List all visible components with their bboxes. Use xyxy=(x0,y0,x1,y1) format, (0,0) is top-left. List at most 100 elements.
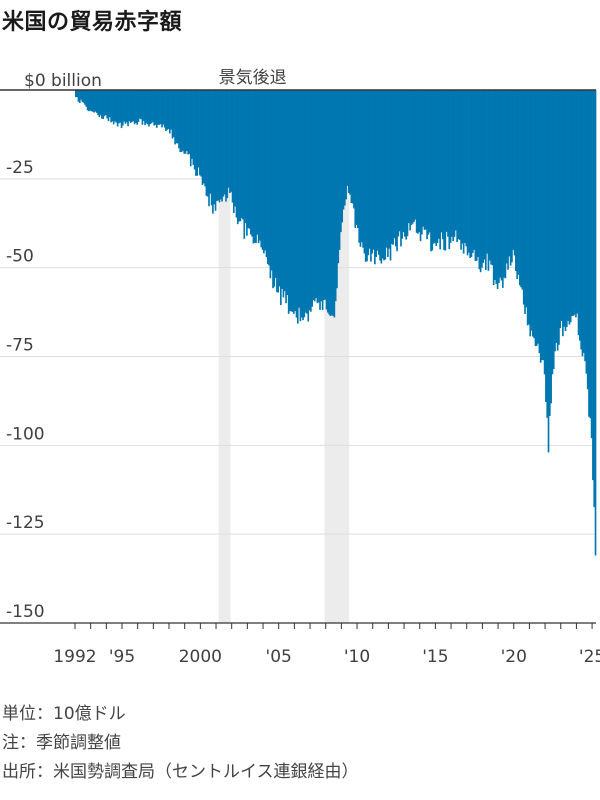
bar xyxy=(404,90,406,237)
bar xyxy=(541,90,543,361)
bar xyxy=(270,90,273,271)
bar xyxy=(336,90,338,289)
y-tick-label: -75 xyxy=(6,336,34,356)
bar xyxy=(95,90,98,113)
bar xyxy=(400,90,402,247)
bar xyxy=(481,90,483,268)
bar xyxy=(101,90,103,119)
bar xyxy=(478,90,481,270)
bar xyxy=(195,90,197,176)
bar xyxy=(401,90,404,239)
bar xyxy=(161,90,163,128)
bar xyxy=(394,90,397,247)
trade-deficit-chart: $0 billion -25 -50 -75 -100 -125 -150 1992 '95 20… xyxy=(0,68,600,667)
bar xyxy=(534,90,537,347)
bar xyxy=(150,90,153,124)
bar-series xyxy=(75,90,597,556)
footnotes: 単位：10億ドル 注：季節調整値 出所：米国勢調査局（セントルイス連銀経由） xyxy=(2,700,359,787)
bar xyxy=(308,90,311,311)
bar xyxy=(495,90,498,284)
bar xyxy=(563,90,566,327)
bar xyxy=(306,90,308,314)
bar xyxy=(581,90,584,357)
bar xyxy=(494,90,496,281)
bar xyxy=(498,90,500,284)
bar xyxy=(179,90,182,153)
bar xyxy=(221,90,223,202)
bar xyxy=(388,90,391,249)
bar xyxy=(291,90,294,312)
bar xyxy=(158,90,161,125)
bar xyxy=(209,90,212,194)
bar xyxy=(407,90,410,224)
y-tick-label: -100 xyxy=(6,424,45,444)
y-axis-unit-label: $0 billion xyxy=(24,71,102,91)
bar xyxy=(526,90,529,326)
bar xyxy=(189,90,192,167)
bar xyxy=(375,90,377,257)
bar xyxy=(528,90,530,325)
bar xyxy=(202,90,205,184)
bar xyxy=(505,90,508,264)
bar xyxy=(571,90,573,316)
bar xyxy=(409,90,411,231)
bar xyxy=(264,90,266,251)
bar xyxy=(573,90,576,315)
bar xyxy=(362,90,364,248)
bar xyxy=(217,90,219,201)
bar xyxy=(142,90,145,121)
y-tick-label: -150 xyxy=(6,602,45,622)
bar xyxy=(197,90,200,168)
bar xyxy=(582,90,585,353)
bar xyxy=(315,90,317,299)
bar xyxy=(379,90,381,261)
bar xyxy=(414,90,417,220)
bar xyxy=(111,90,114,122)
bar xyxy=(229,90,231,194)
bar xyxy=(105,90,107,115)
bar xyxy=(98,90,101,118)
bar xyxy=(204,90,206,187)
bar xyxy=(452,90,455,242)
x-tick-label: '95 xyxy=(109,647,135,667)
bar xyxy=(422,90,424,227)
bar xyxy=(443,90,445,251)
bar xyxy=(294,90,297,312)
bar xyxy=(312,90,315,301)
bar xyxy=(560,90,563,321)
bar xyxy=(191,90,193,159)
bar xyxy=(146,90,149,125)
bar xyxy=(580,90,582,350)
bar xyxy=(174,90,176,145)
bar xyxy=(347,90,350,193)
bar xyxy=(328,90,330,315)
bar xyxy=(535,90,538,346)
bar xyxy=(277,90,280,293)
bar xyxy=(137,90,140,122)
bar xyxy=(290,90,293,312)
bar xyxy=(461,90,464,244)
bar xyxy=(281,90,283,289)
bar xyxy=(556,90,559,351)
bar xyxy=(266,90,269,265)
bar xyxy=(248,90,251,229)
bar xyxy=(201,90,204,185)
bar xyxy=(246,90,248,236)
bar xyxy=(426,90,428,240)
bar xyxy=(543,90,546,375)
bar xyxy=(427,90,430,235)
bar xyxy=(579,90,581,341)
bar xyxy=(485,90,487,271)
bar xyxy=(411,90,414,224)
bar xyxy=(552,90,555,370)
bar xyxy=(260,90,263,248)
bar xyxy=(141,90,144,125)
bar xyxy=(434,90,436,243)
bar xyxy=(287,90,290,314)
bar xyxy=(530,90,533,331)
bar xyxy=(238,90,240,222)
bar xyxy=(537,90,539,344)
bar xyxy=(125,90,128,123)
bar xyxy=(366,90,368,262)
bar xyxy=(564,90,567,332)
